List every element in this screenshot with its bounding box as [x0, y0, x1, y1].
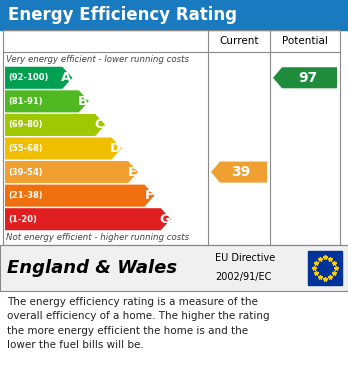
Polygon shape — [5, 90, 89, 112]
Text: 97: 97 — [298, 71, 318, 85]
Bar — [0, 291, 348, 391]
Bar — [308, 251, 342, 285]
Bar — [3, 30, 340, 245]
Polygon shape — [5, 161, 138, 183]
Text: (81-91): (81-91) — [8, 97, 42, 106]
Text: (69-80): (69-80) — [8, 120, 42, 129]
Text: England & Wales: England & Wales — [7, 259, 177, 277]
Bar — [0, 0, 348, 30]
Text: (1-20): (1-20) — [8, 215, 37, 224]
Text: B: B — [78, 95, 88, 108]
Text: F: F — [144, 189, 153, 202]
Bar — [0, 245, 348, 291]
Text: Current: Current — [219, 36, 259, 46]
Text: A: A — [61, 71, 71, 84]
Text: (39-54): (39-54) — [8, 168, 42, 177]
Text: G: G — [159, 213, 170, 226]
Text: 2002/91/EC: 2002/91/EC — [215, 272, 271, 282]
Text: Very energy efficient - lower running costs: Very energy efficient - lower running co… — [6, 54, 189, 63]
Polygon shape — [5, 185, 155, 207]
Polygon shape — [211, 161, 267, 183]
Text: (21-38): (21-38) — [8, 191, 42, 200]
Text: (92-100): (92-100) — [8, 73, 48, 82]
Text: The energy efficiency rating is a measure of the
overall efficiency of a home. T: The energy efficiency rating is a measur… — [7, 297, 270, 350]
Text: C: C — [95, 118, 104, 131]
Text: EU Directive: EU Directive — [215, 253, 275, 263]
Polygon shape — [5, 114, 105, 136]
Polygon shape — [5, 67, 72, 89]
Text: Potential: Potential — [282, 36, 328, 46]
Polygon shape — [5, 208, 171, 230]
Text: E: E — [128, 165, 137, 179]
Text: (55-68): (55-68) — [8, 144, 43, 153]
Polygon shape — [273, 67, 337, 88]
Text: Energy Efficiency Rating: Energy Efficiency Rating — [8, 6, 237, 24]
Polygon shape — [5, 138, 121, 160]
Text: D: D — [110, 142, 121, 155]
Text: 39: 39 — [231, 165, 251, 179]
Text: Not energy efficient - higher running costs: Not energy efficient - higher running co… — [6, 233, 189, 242]
